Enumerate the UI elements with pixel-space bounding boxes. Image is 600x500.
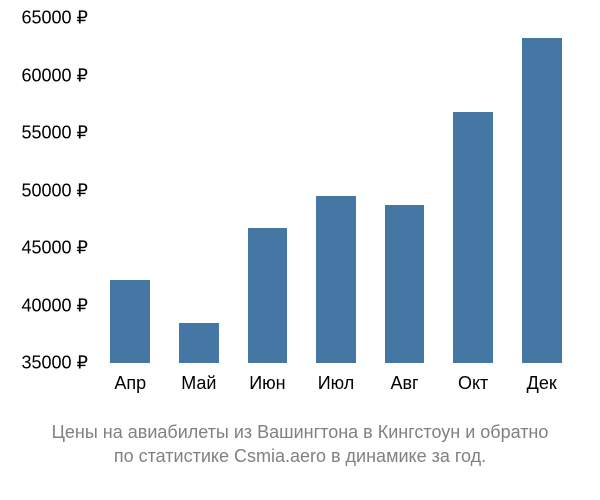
price-chart: 35000 ₽ 40000 ₽ 45000 ₽ 50000 ₽ 55000 ₽ 60000…: [0, 0, 600, 500]
y-tick-label: 50000 ₽: [21, 180, 96, 201]
chart-caption: Цены на авиабилеты из Вашингтона в Кингс…: [0, 420, 600, 469]
y-tick-label: 45000 ₽: [21, 238, 96, 259]
caption-line-1: Цены на авиабилеты из Вашингтона в Кингс…: [52, 422, 549, 442]
y-tick-label: 35000 ₽: [21, 353, 96, 374]
x-tick-label: Дек: [527, 363, 557, 394]
caption-line-2: по статистике Csmia.aero в динамике за г…: [114, 446, 486, 466]
bar: [248, 228, 288, 363]
y-tick-label: 40000 ₽: [21, 295, 96, 316]
y-tick-label: 60000 ₽: [21, 65, 96, 86]
x-tick-label: Май: [181, 363, 216, 394]
x-tick-label: Июл: [318, 363, 355, 394]
x-tick-label: Окт: [458, 363, 488, 394]
x-tick-label: Авг: [390, 363, 418, 394]
plot-area: 35000 ₽40000 ₽45000 ₽50000 ₽55000 ₽60000…: [96, 18, 576, 363]
x-tick-label: Апр: [114, 363, 146, 394]
bar: [110, 280, 150, 363]
x-tick-label: Июн: [249, 363, 285, 394]
bar: [385, 205, 425, 363]
y-tick-label: 55000 ₽: [21, 123, 96, 144]
bar: [179, 323, 219, 363]
bar: [453, 112, 493, 363]
y-tick-label: 65000 ₽: [21, 8, 96, 29]
bar: [522, 38, 562, 363]
bar: [316, 196, 356, 363]
